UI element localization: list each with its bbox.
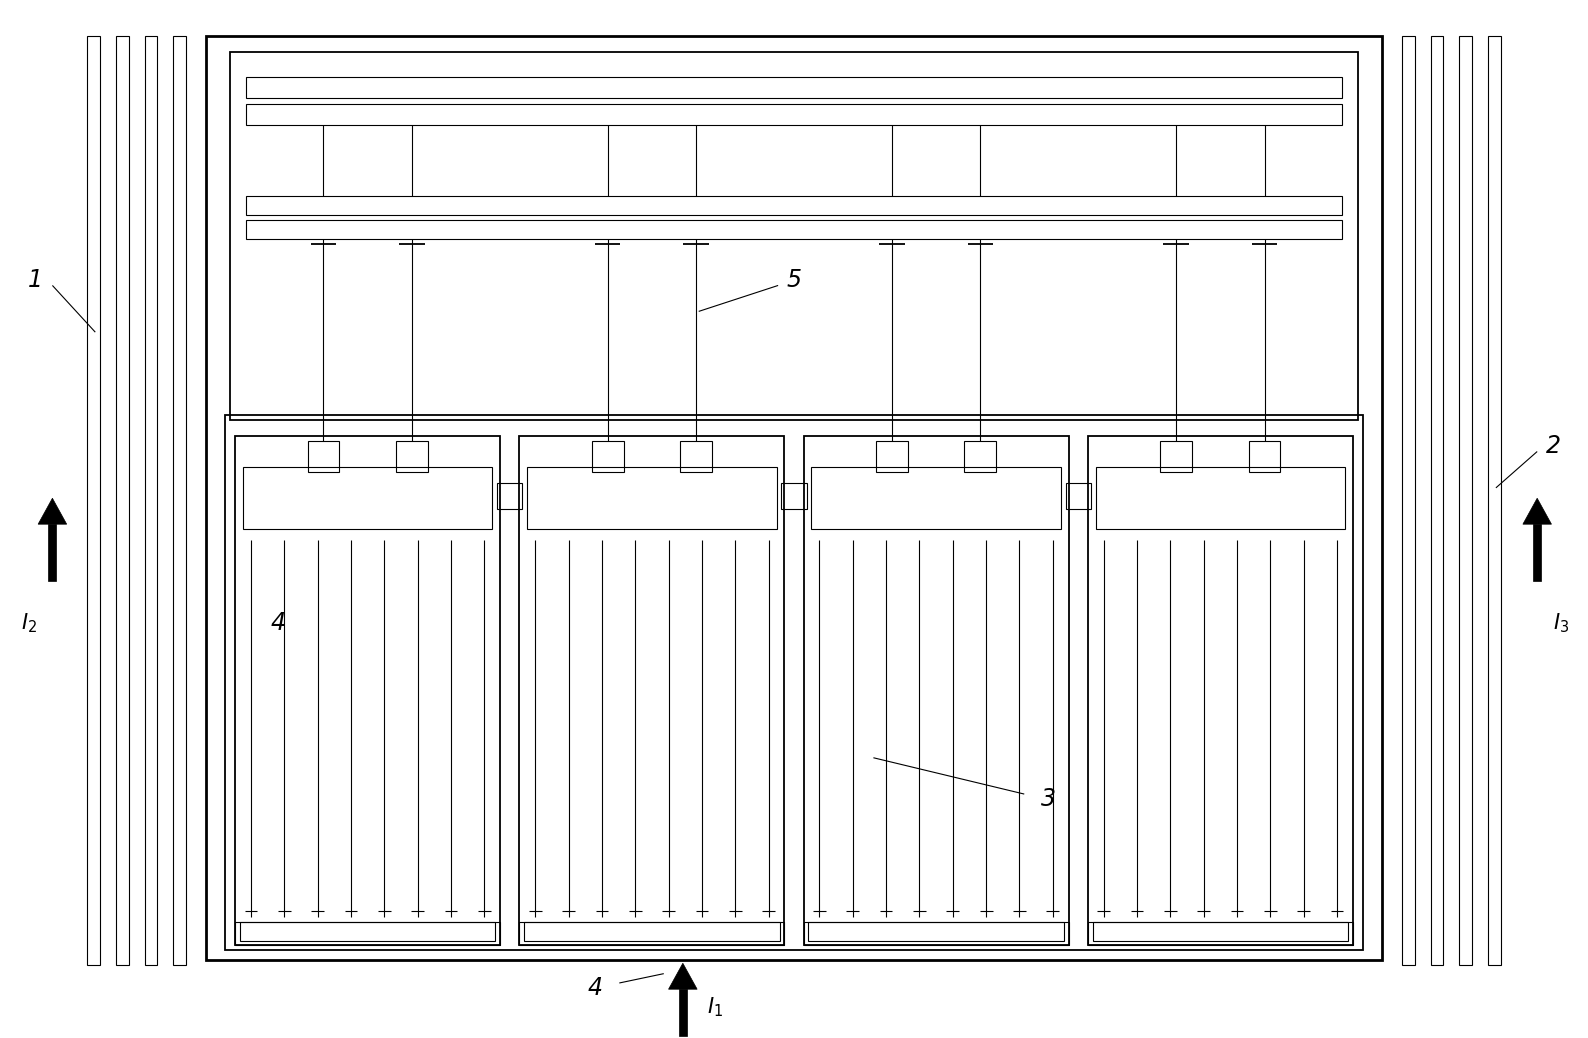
Text: 3: 3 <box>1040 787 1056 812</box>
Bar <box>1093 922 1348 941</box>
Bar <box>808 922 1064 941</box>
Bar <box>308 441 340 472</box>
Bar <box>804 436 1069 945</box>
Text: 2: 2 <box>1545 434 1561 459</box>
Text: 5: 5 <box>786 268 802 293</box>
Bar <box>173 36 186 965</box>
Bar <box>811 467 1061 529</box>
Bar <box>225 415 1363 950</box>
Bar <box>87 36 100 965</box>
Bar <box>804 922 1069 945</box>
Bar <box>49 524 57 581</box>
Polygon shape <box>38 498 67 524</box>
Bar <box>1161 441 1193 472</box>
Bar <box>519 922 784 945</box>
Bar <box>235 922 500 945</box>
Bar <box>1431 36 1443 965</box>
Bar <box>592 441 624 472</box>
Bar <box>1096 467 1345 529</box>
Bar <box>1088 922 1353 945</box>
Bar <box>235 436 500 945</box>
Text: 1: 1 <box>27 268 43 293</box>
Polygon shape <box>1523 498 1551 524</box>
Bar <box>527 467 777 529</box>
Text: $I_1$: $I_1$ <box>707 995 723 1018</box>
Bar <box>877 441 908 472</box>
Bar <box>1066 483 1091 509</box>
Bar <box>1532 524 1540 581</box>
Bar <box>519 436 784 945</box>
Bar <box>246 196 1342 215</box>
Bar <box>964 441 996 472</box>
Bar <box>246 104 1342 125</box>
Bar <box>395 441 427 472</box>
Bar <box>246 220 1342 239</box>
Text: 4: 4 <box>270 610 286 635</box>
Bar <box>240 922 495 941</box>
Bar <box>1488 36 1501 965</box>
Bar <box>497 483 522 509</box>
Bar <box>145 36 157 965</box>
Bar <box>230 52 1358 420</box>
Bar <box>1088 436 1353 945</box>
Text: $I_2$: $I_2$ <box>21 611 37 634</box>
Text: 4: 4 <box>588 976 603 1001</box>
Bar <box>243 467 492 529</box>
Polygon shape <box>669 963 697 989</box>
Bar <box>246 77 1342 98</box>
Bar <box>116 36 129 965</box>
Bar <box>206 36 1382 960</box>
Bar <box>1248 441 1280 472</box>
Text: $I_3$: $I_3$ <box>1553 611 1569 634</box>
Bar <box>524 922 780 941</box>
Bar <box>1402 36 1415 965</box>
Bar <box>1459 36 1472 965</box>
Bar <box>781 483 807 509</box>
Bar <box>680 989 688 1036</box>
Bar <box>680 441 711 472</box>
